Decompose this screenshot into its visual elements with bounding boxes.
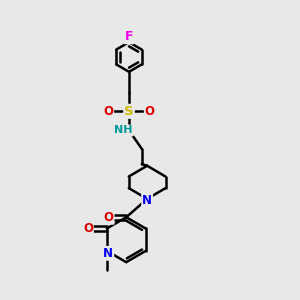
Text: N: N <box>103 247 113 260</box>
Text: F: F <box>125 30 133 43</box>
Text: O: O <box>145 105 155 118</box>
Text: NH: NH <box>114 125 133 135</box>
Text: O: O <box>103 211 114 224</box>
Text: N: N <box>142 194 152 207</box>
Text: O: O <box>83 222 93 235</box>
Text: S: S <box>124 105 134 118</box>
Text: O: O <box>103 105 113 118</box>
